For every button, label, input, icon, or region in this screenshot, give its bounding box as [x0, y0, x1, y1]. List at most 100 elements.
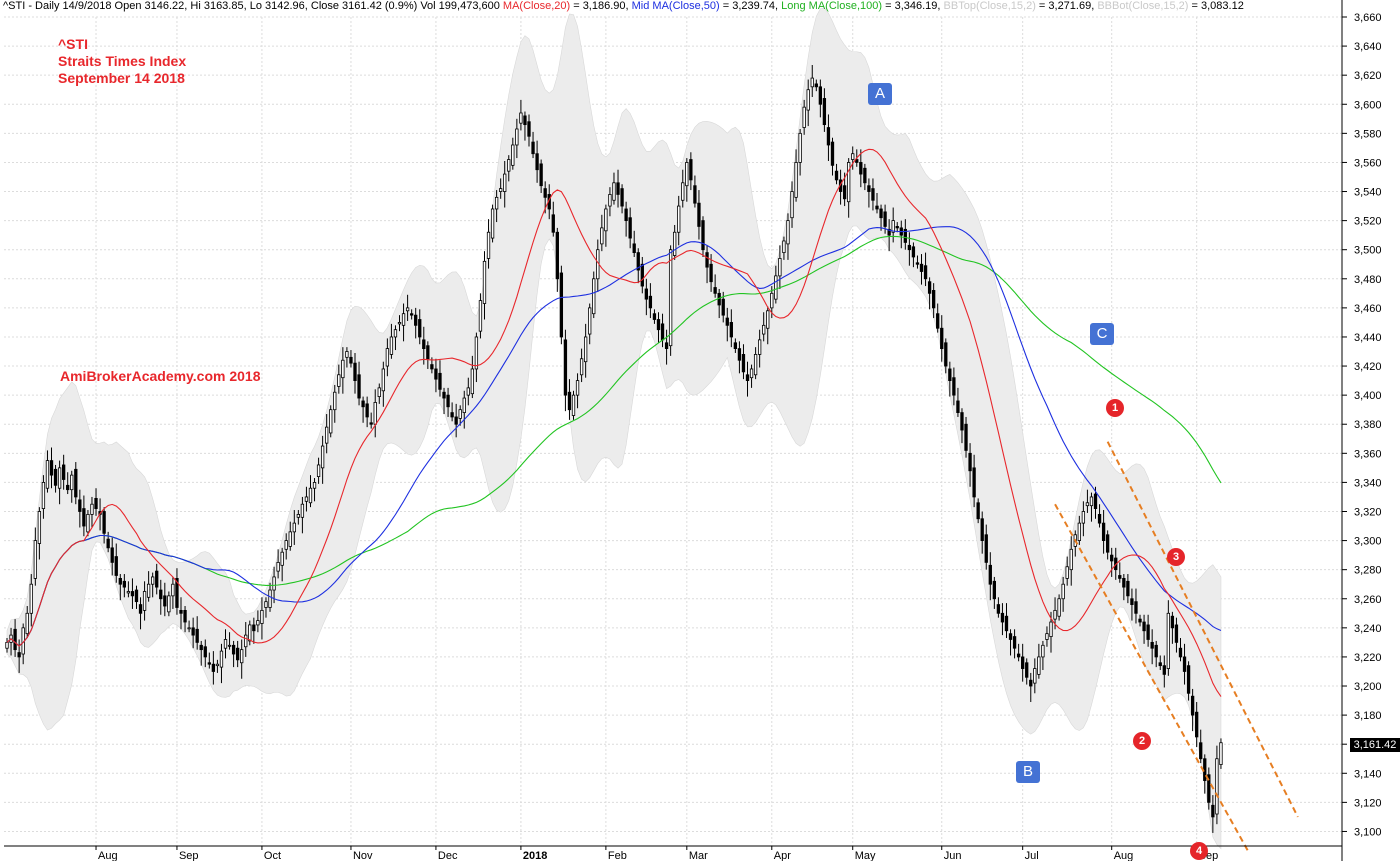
candle-body: [333, 391, 337, 411]
candle-body: [660, 323, 665, 341]
candle-body: [753, 354, 758, 376]
candle-body: [1199, 742, 1203, 760]
candle-body: [774, 275, 778, 300]
bbbot-value: = 3,083.12: [1188, 0, 1244, 12]
candle-body: [1045, 633, 1049, 640]
candle-body: [600, 227, 604, 245]
x-tick-label: Sep: [1199, 850, 1219, 861]
candle-body: [875, 205, 879, 210]
y-tick-label: 3,540: [1354, 187, 1382, 199]
candle-body: [1118, 575, 1122, 579]
candle-body: [486, 231, 491, 259]
candle-body: [106, 538, 110, 549]
y-tick-label: 3,220: [1354, 652, 1382, 664]
candle-body: [490, 208, 495, 239]
symbol-line: ^STI - Daily 14/9/2018 Open 3146.22, Hi …: [3, 0, 500, 12]
candle-body: [911, 246, 916, 258]
candle-body: [385, 348, 390, 367]
candle-body: [1029, 679, 1033, 687]
candle-body: [1207, 774, 1211, 803]
candle-body: [652, 313, 657, 320]
candle-body: [871, 188, 875, 201]
bollinger-band: [6, 7, 1222, 850]
label-b: B: [1016, 761, 1040, 783]
candle-body: [571, 394, 576, 416]
bbtop-label: BBTop(Close,15,2): [943, 0, 1036, 12]
candle-body: [798, 132, 802, 163]
candle-body: [345, 351, 349, 358]
candle-body: [1215, 758, 1219, 815]
candle-body: [567, 391, 572, 411]
candle-body: [887, 228, 891, 236]
bollinger-fill: [6, 7, 1222, 850]
title-name: Straits Times Index: [58, 53, 187, 69]
candle-body: [442, 391, 446, 399]
candle-body: [1049, 621, 1053, 637]
candle-body: [280, 551, 284, 566]
y-tick-label: 3,100: [1354, 826, 1382, 838]
candle-body: [264, 601, 268, 608]
candle-body: [57, 467, 62, 489]
candle-body: [503, 173, 507, 192]
candle-body: [879, 208, 883, 219]
candle-body: [507, 159, 511, 172]
candle-body: [33, 540, 37, 579]
candle-body: [61, 464, 66, 480]
candle-body: [806, 89, 810, 111]
ma100-value: = 3,346.19,: [882, 0, 941, 12]
candle-body: [5, 641, 9, 649]
candle-body: [592, 278, 596, 315]
y-tick-label: 3,240: [1354, 623, 1382, 635]
candle-body: [1012, 636, 1017, 649]
candle-body: [458, 409, 462, 419]
candle-body: [49, 460, 54, 476]
candle-body: [405, 307, 410, 312]
candle-body: [179, 609, 183, 614]
candle-body: [1162, 665, 1166, 675]
candle-body: [992, 580, 997, 600]
candle-body: [936, 313, 940, 329]
title-date: September 14 2018: [58, 70, 185, 86]
marker-2: 2: [1133, 732, 1151, 750]
candle-body: [389, 336, 394, 355]
candle-body: [203, 646, 207, 658]
candle-body: [430, 364, 434, 370]
ma50-label: Mid MA(Close,50): [631, 0, 720, 12]
candle-body: [373, 402, 377, 425]
candle-body: [41, 482, 46, 509]
candle-body: [1211, 804, 1215, 818]
candle-body: [1077, 522, 1081, 541]
candle-body: [1041, 644, 1045, 658]
candle-body: [138, 604, 143, 614]
label-c: C: [1090, 323, 1114, 345]
y-tick-label: 3,380: [1354, 419, 1382, 431]
candle-body: [74, 468, 78, 498]
candle-body: [130, 591, 135, 597]
candle-body: [304, 496, 309, 502]
candle-body: [948, 368, 952, 381]
label-a: A: [868, 83, 892, 105]
candle-body: [114, 556, 118, 576]
candle-body: [1037, 656, 1041, 675]
candle-body: [1166, 612, 1171, 669]
candle-body: [664, 342, 669, 350]
candle-body: [1170, 615, 1175, 629]
candle-body: [563, 339, 568, 396]
candle-body: [17, 652, 21, 658]
candle-body: [223, 639, 228, 649]
candle-body: [1203, 758, 1207, 781]
candle-body: [539, 163, 543, 187]
candle-body: [171, 583, 175, 597]
candle-body: [155, 570, 159, 588]
candle-body: [163, 595, 167, 607]
candle-body: [648, 295, 653, 309]
candle-body: [191, 627, 195, 636]
candle-body: [766, 310, 770, 329]
candle-body: [883, 211, 887, 227]
candle-body: [207, 662, 211, 665]
candle-body: [1008, 633, 1013, 640]
candle-body: [1033, 668, 1037, 684]
candle-body: [381, 368, 385, 392]
candle-body: [535, 153, 539, 171]
candle-body: [1069, 548, 1073, 571]
